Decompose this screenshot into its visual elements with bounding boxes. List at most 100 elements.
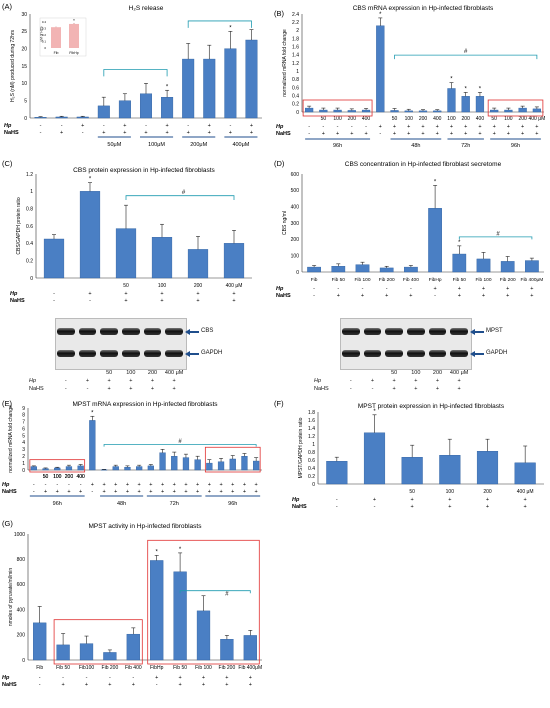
sign: - [56, 482, 58, 488]
sign: + [160, 298, 163, 304]
sign: + [322, 131, 325, 137]
sign: + [393, 124, 396, 130]
sign: + [85, 682, 88, 688]
x-tick-label: 50 [321, 116, 327, 122]
significance-star: * [166, 84, 169, 90]
x-tick-label: FibHp [150, 665, 164, 671]
blot-band [57, 328, 75, 335]
sign: + [385, 293, 388, 299]
bar [355, 264, 370, 273]
blot-band-label: GAPDH [201, 350, 223, 356]
y-axis-label: normalized mRNA fold change [282, 29, 288, 97]
sign: + [138, 489, 141, 495]
x-tick-label: Fib 400 [403, 277, 419, 283]
bar [118, 100, 131, 119]
x-tick-label: 400 μM [528, 116, 545, 122]
bar [187, 249, 209, 279]
panel-letter: (A) [2, 2, 13, 11]
sign: + [202, 682, 205, 688]
x-tick-label: 50 [491, 116, 497, 122]
sign: + [61, 682, 64, 688]
x-tick-label: Fib 200 [379, 277, 395, 283]
significance-star: * [379, 12, 382, 18]
y-tick-label: 0 [296, 110, 299, 116]
chart-title: MPST protein expression in Hp-infected f… [358, 403, 505, 410]
bar [217, 461, 225, 471]
blot-band [165, 350, 183, 357]
bar [55, 116, 68, 119]
row-label: Hp [292, 497, 300, 503]
bar [112, 466, 119, 471]
sign: + [231, 482, 234, 488]
sign: + [232, 298, 235, 304]
hash-mark: # [225, 592, 229, 598]
y-tick-label: 0 [22, 468, 25, 474]
y-tick-label: 2 [22, 454, 25, 460]
y-tick-label: 0 [312, 482, 315, 488]
x-tick-label: 400 [433, 116, 442, 122]
sign: + [178, 675, 181, 681]
sign: + [173, 482, 176, 488]
dose-label: 200μM [190, 142, 207, 148]
panel-g: (G) MPST activity in Hp-infected fibrobla… [0, 518, 275, 708]
y-tick-label: 15 [21, 64, 27, 70]
y-tick-label: 1.8 [308, 410, 315, 416]
bar [428, 208, 442, 273]
sign: + [530, 286, 533, 292]
blot-row-label: Hp [29, 378, 37, 384]
x-tick-label: Fib 50 [56, 665, 70, 671]
bar [126, 633, 140, 661]
sign: - [351, 124, 353, 130]
sign: + [108, 682, 111, 688]
x-tick-label: Fib 100 [195, 665, 212, 671]
blot-sign: - [349, 378, 352, 384]
panel-d: (D) CBS concentration in Hp-infected fibr… [272, 158, 550, 388]
bar [173, 571, 187, 661]
blot-lane-label: 100 [126, 370, 136, 376]
x-tick-label: Fib [311, 277, 318, 283]
blot-band-label: CBS [201, 328, 214, 334]
y-tick-label: 4 [22, 440, 25, 446]
inset-category: Fib [54, 51, 59, 55]
sign: + [243, 489, 246, 495]
bar [500, 261, 515, 273]
sign: + [255, 489, 258, 495]
blot-sign: + [150, 378, 155, 384]
sign: + [350, 131, 353, 137]
y-tick-label: 1.4 [292, 53, 299, 59]
bar [206, 462, 213, 471]
sign: + [149, 489, 152, 495]
sign: + [155, 675, 158, 681]
y-tick-label: 8 [22, 413, 25, 419]
y-tick-label: 0.6 [308, 458, 315, 464]
x-tick-label: 200 [194, 283, 203, 289]
significance-star: * [434, 179, 437, 185]
y-tick-label: 6 [22, 426, 25, 432]
chart-title: H₂S release [129, 5, 164, 12]
y-tick-label: 1 [22, 461, 25, 467]
sign: - [336, 497, 338, 503]
blot-band-label: MPST [486, 328, 503, 334]
y-tick-label: 1.8 [292, 36, 299, 42]
sign: + [411, 504, 414, 510]
blot-sign: + [392, 378, 396, 384]
sign: + [231, 489, 234, 495]
sign: - [91, 489, 93, 495]
chart-title: MPST activity in Hp-infected fibroblasts [89, 523, 203, 530]
sign: - [40, 130, 42, 136]
sign: + [114, 482, 117, 488]
x-tick-label: 200 [65, 474, 74, 480]
blot-sign: + [414, 386, 418, 392]
panel-c: (C) CBS protein expression in Hp-infected… [0, 158, 270, 388]
y-axis-label: H₂S (nM) produced during 72hrs [10, 30, 16, 102]
bar [504, 109, 513, 113]
x-tick-label: 400 [76, 474, 85, 480]
highlight-box [29, 459, 86, 473]
panel-letter: (B) [274, 9, 285, 18]
bar [532, 108, 541, 113]
group-label: 72h [461, 143, 470, 149]
sign: - [53, 298, 55, 304]
sign: + [507, 131, 510, 137]
group-label: 96h [228, 501, 237, 507]
bar [490, 109, 499, 113]
